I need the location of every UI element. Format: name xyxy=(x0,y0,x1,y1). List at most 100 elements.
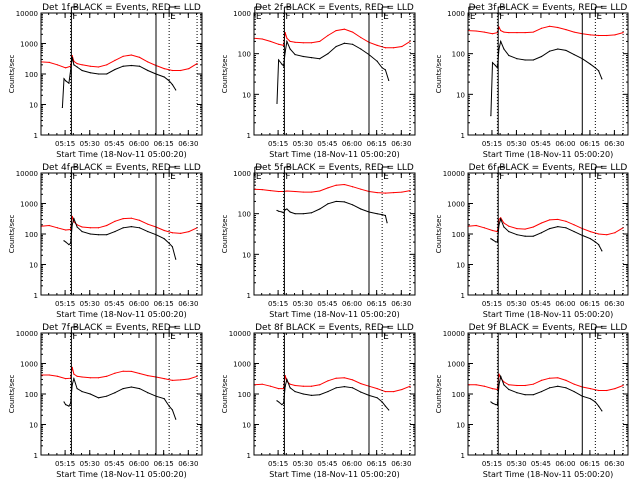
events-point xyxy=(490,238,492,240)
x-axis-label: Start Time (18-Nov-11 05:00:20) xyxy=(56,470,186,479)
events-point xyxy=(281,63,283,65)
panel-det-4: Det 4f BLACK = Events, RED = LLD Counts/s… xyxy=(8,163,203,319)
x-tick-label: 06:15 xyxy=(154,460,174,468)
events-point xyxy=(63,78,65,80)
lld-series-line xyxy=(253,183,411,194)
lld-point xyxy=(524,228,526,230)
events-point xyxy=(496,403,498,406)
events-point xyxy=(388,79,390,82)
x-tick-label: 05:45 xyxy=(317,140,337,148)
events-point xyxy=(114,230,116,233)
marker-label: F xyxy=(285,12,290,22)
x-tick-label: 05:15 xyxy=(55,460,75,468)
events-point xyxy=(343,201,345,203)
lld-point xyxy=(475,384,477,386)
y-axis-label: Counts/sec xyxy=(221,55,229,94)
lld-point xyxy=(163,377,165,380)
events-series-line xyxy=(276,39,390,104)
events-point xyxy=(508,230,510,233)
lld-point xyxy=(294,384,296,387)
lld-point xyxy=(376,44,378,46)
lld-point xyxy=(122,217,124,220)
x-tick-label: 06:00 xyxy=(555,300,575,308)
y-tick-label: 10000 xyxy=(16,170,38,178)
marker-label: E xyxy=(170,332,176,342)
x-axis-label: Start Time (18-Nov-11 05:00:20) xyxy=(56,150,186,159)
events-point xyxy=(516,392,518,394)
lld-point xyxy=(171,69,174,72)
marker-bracket xyxy=(254,166,262,176)
lld-point xyxy=(343,28,345,30)
lld-point xyxy=(351,379,354,381)
lld-point xyxy=(278,43,280,45)
y-axis-label: Counts/sec xyxy=(221,215,229,254)
events-point xyxy=(286,378,288,381)
events-point xyxy=(491,402,494,404)
panel-det-1: Det 1f BLACK = Events, RED = LLD Counts/s… xyxy=(8,3,203,159)
lld-point xyxy=(319,40,321,43)
y-tick-label: 1 xyxy=(247,292,251,300)
events-point xyxy=(351,43,354,45)
x-axis-label: Start Time (18-Nov-11 05:00:20) xyxy=(269,150,399,159)
x-tick-label: 05:45 xyxy=(104,140,124,148)
lld-point xyxy=(384,390,387,393)
events-series-line xyxy=(490,374,603,412)
events-point xyxy=(388,409,390,411)
y-tick-label: 1000 xyxy=(447,201,465,209)
x-tick-label: 05:15 xyxy=(268,140,288,148)
panel-det-8: Det 8f BLACK = Events, RED = LLD Counts/s… xyxy=(221,323,416,479)
panel-det-3: Det 3f BLACK = Events, RED = LLD Counts/s… xyxy=(435,3,629,159)
marker-label: E xyxy=(256,172,262,182)
events-point xyxy=(532,59,534,61)
lld-point xyxy=(475,30,477,32)
x-tick-label: 05:45 xyxy=(104,460,124,468)
lld-point xyxy=(71,55,73,57)
events-point xyxy=(503,226,505,228)
lld-point xyxy=(163,68,165,70)
lld-point xyxy=(319,190,321,192)
panel-det-9: Det 9f BLACK = Events, RED = LLD Counts/s… xyxy=(435,323,629,479)
events-point xyxy=(76,388,78,390)
lld-point xyxy=(491,229,494,232)
events-point xyxy=(498,48,500,50)
lld-point xyxy=(589,34,592,36)
x-tick-label: 06:30 xyxy=(604,140,624,148)
events-point xyxy=(601,410,603,412)
events-point xyxy=(495,403,497,406)
marker-label: E xyxy=(383,172,389,182)
y-tick-label: 10 xyxy=(29,422,38,430)
events-point xyxy=(327,390,329,393)
y-tick-label: 1 xyxy=(461,452,465,460)
x-tick-label: 05:45 xyxy=(531,460,551,468)
events-point xyxy=(491,62,494,64)
marker-bracket xyxy=(283,6,292,16)
events-point xyxy=(171,83,174,86)
lld-point xyxy=(393,191,395,194)
y-tick-label: 100 xyxy=(452,51,465,59)
marker-bracket xyxy=(497,166,506,176)
events-point xyxy=(106,234,108,236)
lld-point xyxy=(65,67,67,69)
events-point xyxy=(310,394,313,396)
lld-point xyxy=(188,230,190,233)
lld-point xyxy=(573,224,575,226)
lld-point xyxy=(565,379,567,381)
events-point xyxy=(81,69,83,72)
y-tick-label: 100 xyxy=(25,71,38,79)
lld-point xyxy=(282,388,285,390)
marker-label: E xyxy=(596,172,602,182)
lld-point xyxy=(89,65,91,67)
events-point xyxy=(589,398,592,400)
y-tick-label: 100 xyxy=(238,51,251,59)
events-point xyxy=(503,48,505,50)
marker-bracket xyxy=(70,6,79,16)
marker-bracket xyxy=(168,166,177,176)
y-tick-label: 100 xyxy=(452,231,465,239)
y-tick-label: 10 xyxy=(242,251,251,259)
events-point xyxy=(286,208,288,210)
lld-point xyxy=(294,190,296,193)
events-point xyxy=(278,401,280,403)
lld-point xyxy=(409,385,411,387)
events-point xyxy=(286,40,288,43)
lld-point xyxy=(376,191,378,194)
